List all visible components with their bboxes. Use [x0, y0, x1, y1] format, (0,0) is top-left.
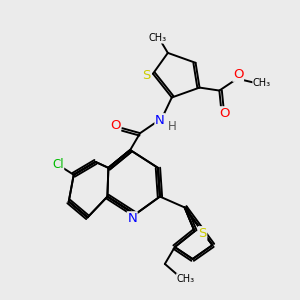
Text: H: H: [167, 120, 176, 133]
Text: N: N: [155, 114, 165, 127]
Text: CH₃: CH₃: [177, 274, 195, 284]
Text: O: O: [110, 119, 121, 132]
Text: CH₃: CH₃: [253, 78, 271, 88]
Text: S: S: [142, 69, 150, 82]
Text: N: N: [127, 212, 137, 225]
Text: O: O: [219, 107, 230, 120]
Text: O: O: [233, 68, 243, 81]
Text: CH₃: CH₃: [149, 33, 167, 43]
Text: Cl: Cl: [52, 158, 64, 171]
Text: S: S: [198, 227, 207, 240]
